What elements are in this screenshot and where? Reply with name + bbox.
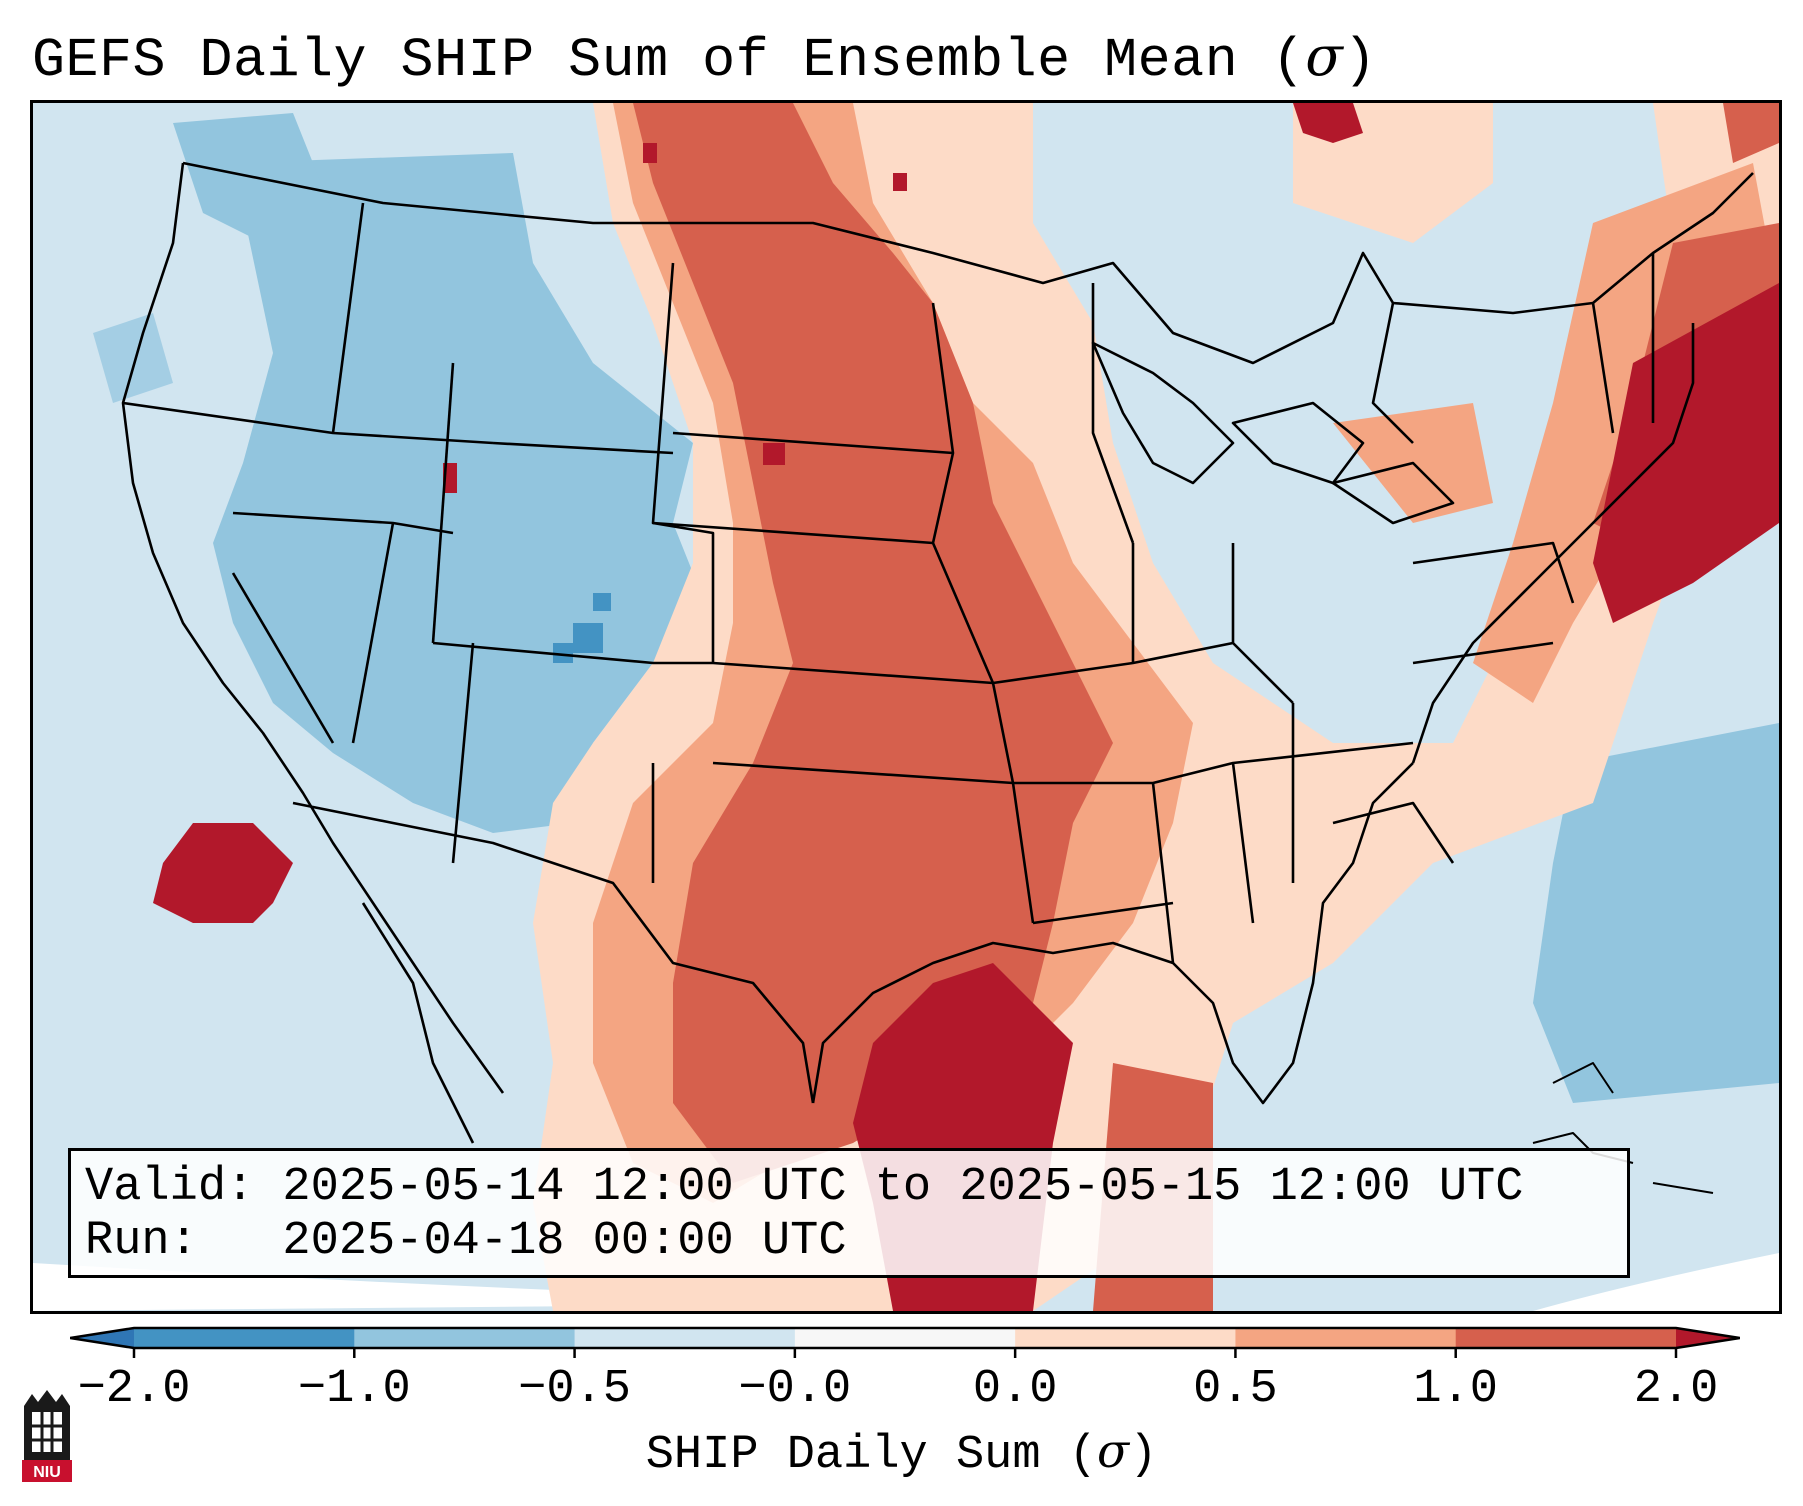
colorbar-tick-label: 0.5 (1193, 1363, 1278, 1416)
map-canvas (33, 103, 1779, 1311)
colorbar-bin (354, 1328, 576, 1348)
colorbar-extend-max (1676, 1328, 1740, 1348)
title-text: GEFS Daily SHIP Sum of Ensemble Mean ( (32, 29, 1306, 92)
colorbar-bin (794, 1328, 1016, 1348)
colorbar-bin (1455, 1328, 1677, 1348)
title-suffix: ) (1343, 29, 1377, 92)
valid-time-text: Valid: 2025-05-14 12:00 UTC to 2025-05-1… (85, 1161, 1524, 1214)
validity-info-box: Valid: 2025-05-14 12:00 UTC to 2025-05-1… (68, 1148, 1630, 1278)
niu-logo: NIU (22, 1390, 72, 1482)
colorbar-tick-label: −2.0 (77, 1363, 191, 1416)
colorbar-label: SHIP Daily Sum (σ) (0, 1424, 1803, 1484)
colorbar-label-text: SHIP Daily Sum ( (645, 1429, 1097, 1482)
colorbar-extend-min (70, 1328, 134, 1348)
colorbar-tick-label: 1.0 (1413, 1363, 1499, 1416)
colorbar-label-suffix: ) (1129, 1429, 1158, 1482)
map-panel[interactable] (30, 100, 1782, 1314)
colorbar-label-sigma: σ (1096, 1424, 1130, 1479)
boundary-lines (121, 161, 1754, 1194)
colorbar-bin (1235, 1328, 1457, 1348)
run-time-text: Run: 2025-04-18 00:00 UTC (85, 1215, 847, 1268)
colorbar-bin (1015, 1328, 1236, 1348)
page-title: GEFS Daily SHIP Sum of Ensemble Mean (σ) (32, 20, 1377, 97)
colorbar-tick-label: 2.0 (1633, 1363, 1719, 1416)
projection-edge-right (1533, 1253, 1779, 1311)
colorbar-tick-label: −0.0 (738, 1363, 852, 1416)
colorbar-tick-label: 0.0 (972, 1363, 1058, 1416)
colorbar-bin (574, 1328, 796, 1348)
logo-text: NIU (33, 1464, 61, 1481)
negative-anomaly-west (93, 113, 1779, 1103)
title-sigma-symbol: σ (1305, 24, 1344, 88)
strong-negative-spots (553, 593, 611, 663)
colorbar-bin (134, 1328, 355, 1348)
colorbar-tick-label: −0.5 (518, 1363, 631, 1416)
colorbar (70, 1326, 1740, 1358)
colorbar-tick-label: −1.0 (297, 1363, 411, 1416)
